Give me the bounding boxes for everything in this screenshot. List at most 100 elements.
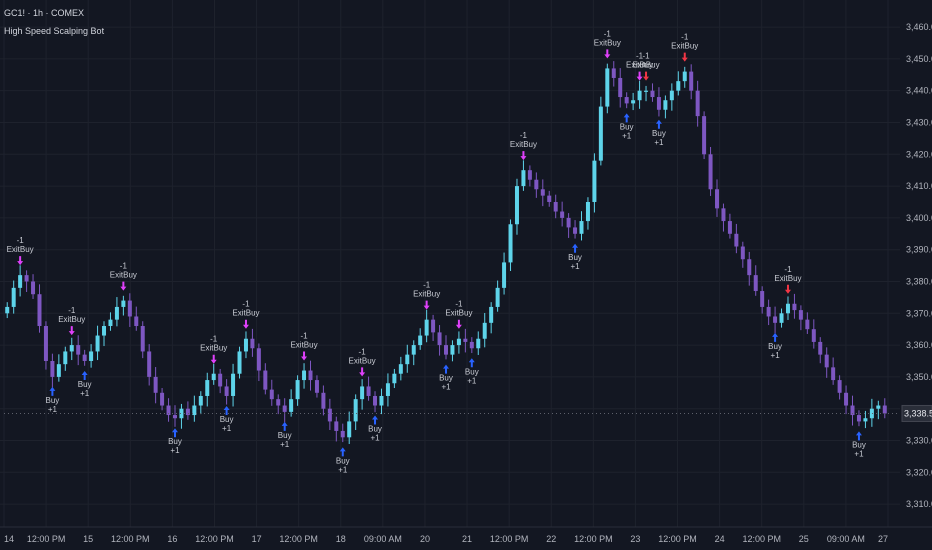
time-tick-label: 12:00 PM — [27, 534, 66, 544]
sell-arrow — [68, 326, 75, 336]
buy-arrow — [772, 332, 779, 342]
candle — [231, 363, 236, 407]
candle — [850, 395, 855, 426]
candle — [289, 389, 294, 417]
signal-label: Buy — [465, 367, 479, 376]
candle-body — [327, 408, 332, 422]
signal-offset: -1 — [423, 281, 431, 290]
candle — [476, 331, 481, 355]
candle-body — [211, 373, 216, 381]
buy-signal: Buy+1 — [620, 113, 634, 140]
candle-body — [882, 405, 887, 414]
candle-body — [566, 217, 571, 228]
candle-body — [534, 179, 539, 190]
candle-body — [282, 405, 287, 412]
candle-body — [373, 395, 378, 406]
candle — [456, 331, 461, 354]
sell-arrow — [210, 354, 217, 364]
signal-offset: -1 — [300, 332, 308, 341]
candle-body — [489, 306, 494, 323]
candle — [882, 398, 887, 419]
candle — [398, 356, 403, 381]
candle — [166, 398, 171, 422]
candle-body — [579, 221, 584, 234]
candle — [185, 401, 190, 420]
candle-body — [321, 392, 326, 409]
candle — [695, 80, 700, 127]
candle-body — [463, 338, 468, 342]
buy-signal: Buy+1 — [568, 243, 582, 271]
candle-body — [721, 208, 726, 222]
signal-label: ExitBuy — [7, 245, 34, 254]
last-price-box — [901, 404, 932, 422]
sell-arrow — [423, 300, 430, 310]
candle — [179, 403, 184, 429]
candle-body — [308, 370, 313, 381]
buy-signal: Buy+1 — [652, 119, 666, 147]
candle — [108, 312, 113, 331]
candle — [314, 375, 319, 398]
signal-label: ExitBuy — [413, 290, 440, 299]
candle — [340, 423, 345, 443]
candle — [437, 325, 442, 356]
candle-body — [760, 291, 765, 307]
candle — [114, 297, 119, 327]
candle — [424, 309, 429, 343]
sell-arrow — [359, 367, 366, 377]
candle-body — [779, 313, 784, 323]
symbol-title[interactable]: GC1! · 1h · COMEX — [4, 8, 85, 18]
candle-body — [514, 186, 519, 225]
indicator-title[interactable]: High Speed Scalping Bot — [4, 26, 105, 36]
buy-signal: Buy+1 — [439, 364, 453, 392]
candle — [392, 368, 397, 389]
candle-body — [663, 100, 668, 110]
signal-label: Buy — [45, 396, 59, 405]
candle — [82, 349, 87, 366]
signal-label: ExitBuy — [110, 271, 137, 280]
time-tick-label: 20 — [420, 534, 430, 544]
candle-body — [443, 345, 449, 355]
candle — [218, 368, 223, 394]
price-tick-label: 3,400.0 — [906, 213, 932, 223]
signal-offset: +1 — [222, 424, 232, 433]
last-price-label: 3,338.5 — [904, 408, 932, 418]
time-tick-label: 23 — [630, 534, 640, 544]
candle-body — [876, 405, 881, 409]
candle-body — [269, 389, 274, 400]
candle — [95, 325, 100, 361]
candle-body — [856, 415, 861, 422]
signal-label: Buy — [220, 415, 234, 424]
chart-grid — [0, 0, 900, 527]
candle — [431, 314, 436, 341]
candle-body — [224, 386, 229, 396]
candle-body — [540, 189, 545, 196]
candle-body — [418, 335, 423, 346]
candle-body — [134, 316, 139, 327]
candle — [798, 305, 803, 331]
candle — [527, 165, 532, 187]
sell-arrow — [455, 319, 462, 329]
candle — [127, 293, 132, 327]
signal-label: ExitBuy — [626, 61, 653, 70]
candle — [256, 343, 261, 382]
candle-body — [431, 319, 436, 333]
time-tick-label: 15 — [83, 534, 93, 544]
signal-offset: -1 — [359, 347, 367, 356]
candle — [205, 372, 210, 407]
candle — [566, 213, 571, 238]
candle-body — [495, 287, 500, 307]
candle-body — [102, 326, 107, 336]
candle — [760, 286, 765, 314]
candle — [121, 295, 126, 316]
candle — [102, 321, 107, 347]
sell-arrow — [636, 71, 643, 81]
candle — [31, 274, 36, 299]
candle-body — [11, 287, 16, 307]
signal-label: Buy — [852, 440, 866, 449]
candle — [831, 357, 836, 385]
